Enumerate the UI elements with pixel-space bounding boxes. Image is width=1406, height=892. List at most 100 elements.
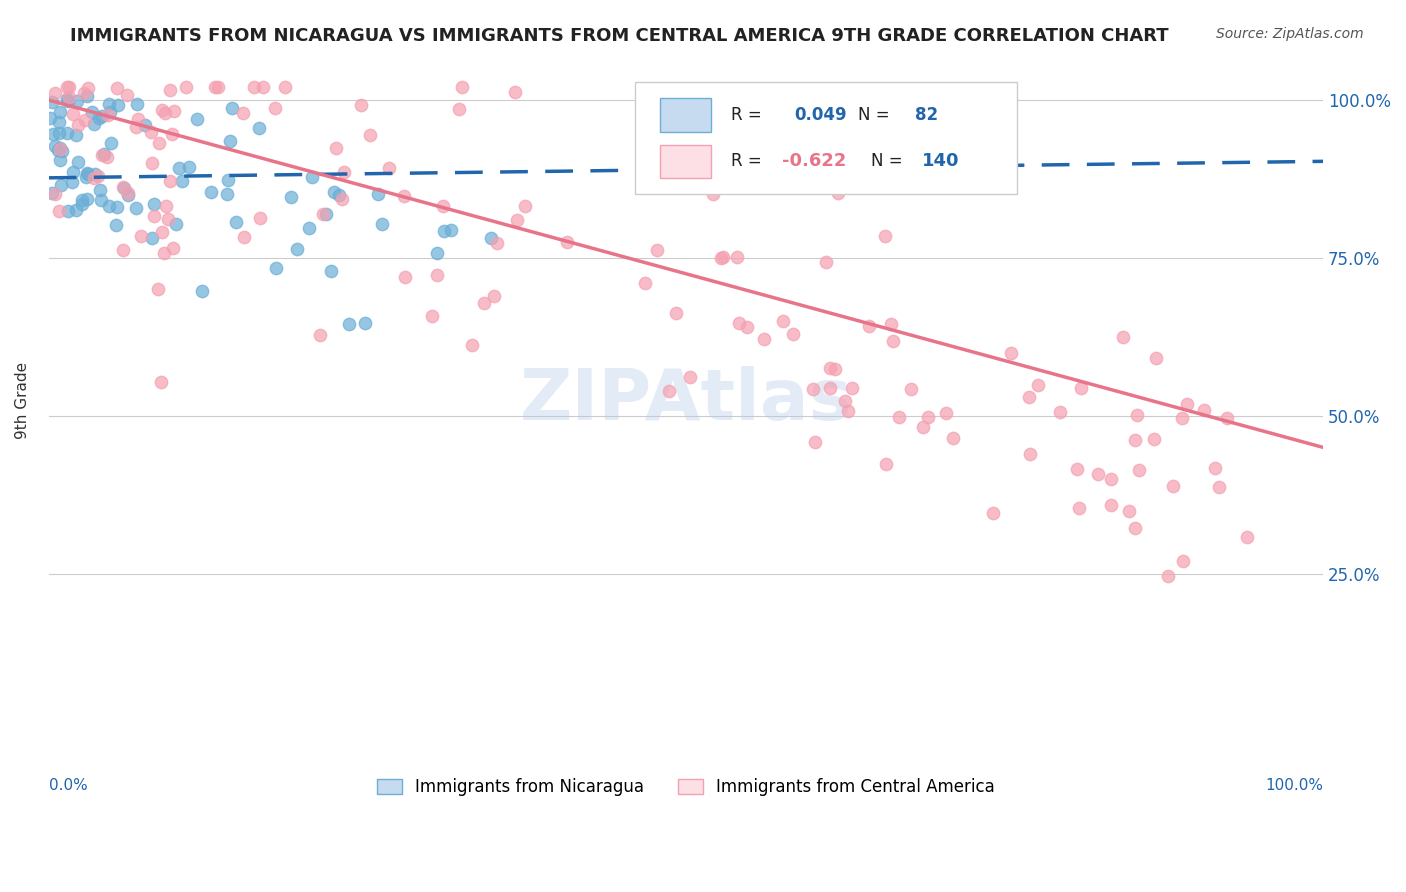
- Point: [139, 125, 162, 139]
- Point: [60, 175, 83, 189]
- Point: [49, 142, 72, 156]
- Point: [76, 170, 98, 185]
- Point: [66, 155, 89, 169]
- Point: [117, 186, 139, 200]
- Point: [506, 213, 529, 227]
- Point: [83, 171, 105, 186]
- Point: [66, 94, 89, 108]
- Text: Source: ZipAtlas.com: Source: ZipAtlas.com: [1216, 27, 1364, 41]
- Point: [146, 282, 169, 296]
- Point: [65, 128, 87, 143]
- Point: [48, 104, 70, 119]
- Point: [912, 419, 935, 434]
- Point: [142, 197, 165, 211]
- Point: [1069, 501, 1091, 516]
- Point: [104, 218, 127, 232]
- Point: [875, 228, 897, 243]
- Point: [215, 187, 238, 202]
- Point: [191, 285, 214, 299]
- Point: [328, 188, 350, 202]
- Point: [200, 185, 222, 199]
- Point: [1208, 480, 1230, 494]
- Text: -0.622: -0.622: [782, 153, 846, 170]
- Point: [900, 382, 922, 396]
- Point: [882, 334, 904, 348]
- Text: R =: R =: [731, 106, 761, 124]
- Point: [174, 80, 197, 95]
- Point: [87, 112, 110, 126]
- Text: 82: 82: [915, 106, 938, 124]
- Point: [217, 172, 239, 186]
- Point: [44, 186, 66, 201]
- Point: [56, 127, 79, 141]
- Legend: Immigrants from Nicaragua, Immigrants from Central America: Immigrants from Nicaragua, Immigrants fr…: [370, 772, 1001, 803]
- Point: [252, 80, 274, 95]
- Point: [207, 80, 229, 95]
- Point: [725, 250, 748, 264]
- Point: [782, 327, 804, 342]
- Point: [432, 199, 454, 213]
- Point: [503, 85, 526, 99]
- Point: [127, 112, 149, 127]
- Point: [880, 317, 903, 331]
- Point: [155, 199, 177, 213]
- Point: [481, 230, 503, 244]
- Point: [49, 141, 72, 155]
- Point: [818, 381, 841, 395]
- Point: [426, 268, 449, 283]
- Point: [377, 161, 399, 175]
- Point: [460, 337, 482, 351]
- Point: [219, 134, 242, 148]
- Point: [48, 126, 70, 140]
- Point: [162, 241, 184, 255]
- Point: [1123, 433, 1146, 447]
- Point: [841, 381, 863, 395]
- Point: [330, 192, 353, 206]
- Point: [645, 243, 668, 257]
- Point: [1118, 504, 1140, 518]
- Point: [263, 101, 285, 115]
- Point: [1123, 520, 1146, 534]
- Point: [371, 217, 394, 231]
- Point: [433, 224, 456, 238]
- Point: [735, 319, 758, 334]
- Point: [472, 295, 495, 310]
- Point: [309, 328, 332, 343]
- Point: [172, 174, 194, 188]
- Text: N =: N =: [870, 153, 903, 170]
- Point: [1171, 554, 1194, 568]
- Text: 0.0%: 0.0%: [49, 778, 87, 793]
- Point: [153, 106, 176, 120]
- Point: [274, 80, 297, 95]
- Point: [76, 167, 98, 181]
- Point: [62, 165, 84, 179]
- Point: [702, 186, 724, 201]
- Point: [280, 189, 302, 203]
- Point: [76, 192, 98, 206]
- Point: [58, 90, 80, 104]
- Point: [249, 211, 271, 225]
- Point: [204, 80, 226, 95]
- Point: [298, 220, 321, 235]
- Point: [156, 211, 179, 226]
- Text: N =: N =: [858, 106, 890, 124]
- Point: [141, 156, 163, 170]
- Point: [62, 107, 84, 121]
- Point: [51, 145, 73, 159]
- Point: [824, 362, 846, 376]
- Point: [150, 225, 173, 239]
- Point: [875, 457, 897, 471]
- Point: [165, 217, 187, 231]
- Point: [76, 166, 98, 180]
- Point: [1049, 405, 1071, 419]
- Point: [264, 261, 287, 276]
- Point: [105, 80, 128, 95]
- Point: [51, 178, 73, 192]
- Point: [834, 394, 856, 409]
- Point: [941, 431, 963, 445]
- Point: [752, 332, 775, 346]
- Point: [56, 94, 79, 108]
- Point: [77, 81, 100, 95]
- Point: [1128, 463, 1150, 477]
- Point: [285, 242, 308, 256]
